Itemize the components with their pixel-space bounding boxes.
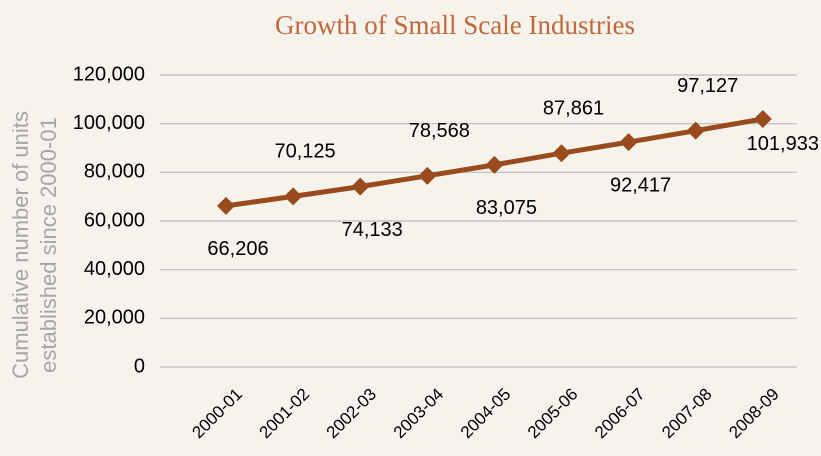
y-tick-label: 80,000 xyxy=(84,161,145,183)
data-label: 78,568 xyxy=(409,120,470,142)
marker xyxy=(485,155,504,174)
y-tick-label: 20,000 xyxy=(84,307,145,329)
marker xyxy=(686,121,705,140)
y-tick-label: 60,000 xyxy=(84,209,145,231)
data-label: 87,861 xyxy=(543,97,604,119)
data-label: 92,417 xyxy=(610,174,671,196)
marker xyxy=(284,187,303,206)
data-label: 97,127 xyxy=(677,75,738,97)
marker xyxy=(619,133,638,152)
data-label: 83,075 xyxy=(476,197,537,219)
data-label: 70,125 xyxy=(275,141,336,163)
data-label: 101,933 xyxy=(747,133,819,155)
y-tick-label: 40,000 xyxy=(84,258,145,280)
data-label: 66,206 xyxy=(207,238,268,260)
y-tick-label: 100,000 xyxy=(73,112,145,134)
data-label: 74,133 xyxy=(342,219,403,241)
marker xyxy=(552,144,571,163)
marker xyxy=(753,109,772,128)
y-axis-title: Cumulative number of units xyxy=(8,111,33,379)
y-tick-label: 120,000 xyxy=(73,63,145,85)
marker xyxy=(217,196,235,215)
y-axis-title: established since 2000-01 xyxy=(36,117,61,373)
marker xyxy=(418,166,437,185)
y-tick-label: 0 xyxy=(134,355,145,377)
chart-title: Growth of Small Scale Industries xyxy=(275,10,635,40)
marker xyxy=(351,177,370,196)
